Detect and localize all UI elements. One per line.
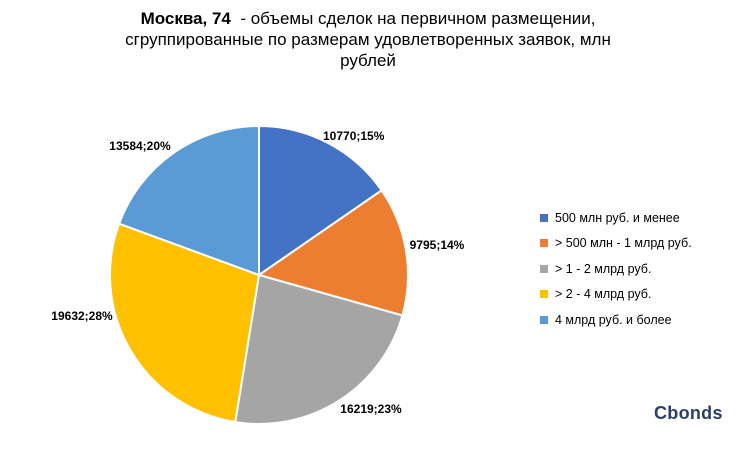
data-label: 16219;23%	[340, 402, 402, 416]
legend-label: > 1 - 2 млрд руб.	[555, 261, 652, 276]
chart-title-line1: - объемы сделок на первичном размещении,	[230, 9, 596, 28]
legend-label: > 2 - 4 млрд руб.	[555, 287, 652, 302]
chart-title-bold: Москва, 74	[140, 9, 231, 28]
legend-item: > 2 - 4 млрд руб.	[540, 282, 692, 308]
pie-slices	[109, 124, 410, 425]
pie-data-labels: 10770;15% 9795;14% 16219;23% 19632;28% 13584…	[51, 129, 464, 416]
legend-item: 4 млрд руб. и более	[540, 307, 692, 333]
chart-title-line2: сгруппированные по размерам удовлетворен…	[125, 30, 611, 49]
pie-slice	[109, 222, 261, 424]
data-label: 13584;20%	[109, 139, 171, 153]
pie-slice	[256, 188, 410, 317]
cbonds-logo: Cbonds	[654, 403, 723, 423]
legend-label: 500 млн руб. и менее	[555, 210, 680, 225]
data-label: 19632;28%	[51, 309, 113, 323]
legend-swatch	[540, 315, 548, 324]
legend-label: > 500 млн - 1 млрд руб.	[555, 236, 692, 251]
pie-slice	[234, 273, 404, 425]
chart-title: Москва, 74 - объемы сделок на первичном …	[0, 8, 736, 71]
data-label: 9795;14%	[410, 238, 465, 252]
legend: 500 млн руб. и менее > 500 млн - 1 млрд р…	[540, 205, 692, 333]
legend-item: 500 млн руб. и менее	[540, 205, 692, 231]
pie-slice	[258, 124, 384, 277]
legend-item: > 1 - 2 млрд руб.	[540, 256, 692, 282]
data-label: 10770;15%	[323, 129, 385, 143]
legend-label: 4 млрд руб. и более	[555, 312, 672, 327]
chart-title-line3: рублей	[340, 51, 396, 70]
legend-swatch	[540, 213, 548, 222]
pie-slice	[117, 124, 260, 277]
legend-swatch	[540, 264, 548, 273]
legend-swatch	[540, 239, 548, 248]
legend-item: > 500 млн - 1 млрд руб.	[540, 231, 692, 257]
legend-swatch	[540, 290, 548, 299]
